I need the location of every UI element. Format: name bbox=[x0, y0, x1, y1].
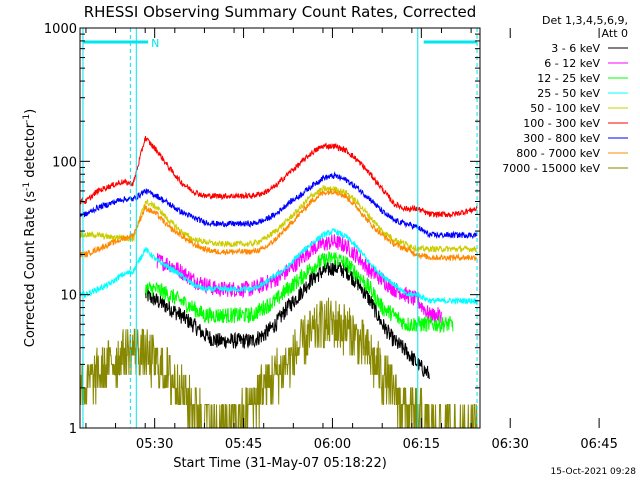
y-axis-label-sup: -1 bbox=[22, 114, 32, 123]
legend: Det 1,3,4,5,6,9,Att 03 - 6 keV 6 - 12 keV… bbox=[502, 14, 628, 175]
chart-title: RHESSI Observing Summary Count Rates, Co… bbox=[84, 3, 477, 21]
series-line bbox=[79, 135, 478, 219]
series-line bbox=[79, 171, 478, 240]
series-line bbox=[79, 227, 478, 305]
flag-layer: N bbox=[82, 28, 478, 428]
y-axis-label-part: detector bbox=[23, 122, 38, 182]
series-line bbox=[79, 189, 478, 262]
y-tick-label: 100 bbox=[52, 155, 77, 170]
x-axis-label: Start Time (31-May-07 05:18:22) bbox=[173, 456, 387, 471]
series-line bbox=[156, 234, 442, 325]
legend-label: 800 - 7000 keV bbox=[516, 147, 600, 160]
series-line bbox=[79, 297, 478, 429]
legend-label: 300 - 800 keV bbox=[523, 132, 600, 145]
legend-header: Det 1,3,4,5,6,9, bbox=[542, 14, 628, 27]
legend-label: 3 - 6 keV bbox=[551, 42, 600, 55]
y-axis-label-sup: -1 bbox=[22, 182, 32, 191]
x-tick-label: 06:30 bbox=[491, 437, 528, 452]
y-tick-label: 1000 bbox=[44, 22, 77, 37]
y-axis-label-part: ) bbox=[23, 109, 38, 114]
series-layer bbox=[79, 135, 478, 429]
x-tick-label: 05:30 bbox=[136, 437, 173, 452]
plot-frame bbox=[79, 27, 481, 429]
legend-label: 12 - 25 keV bbox=[537, 72, 600, 85]
legend-label: 7000 - 15000 keV bbox=[502, 162, 600, 175]
axes-layer: 1 10 100 1000 05:30 05:45 06:00 06:15 06:30 06:45 bbox=[44, 22, 618, 452]
series-line bbox=[79, 184, 478, 253]
x-tick-label: 06:45 bbox=[580, 437, 617, 452]
y-axis-label: Corrected Count Rate (s-1 detector-1) bbox=[22, 109, 38, 347]
y-axis-label-part: Corrected Count Rate (s bbox=[23, 191, 38, 348]
series-line bbox=[145, 260, 430, 380]
series-line bbox=[145, 250, 454, 334]
x-tick-label: 06:00 bbox=[314, 437, 351, 452]
legend-header: Att 0 bbox=[602, 27, 628, 40]
legend-label: 25 - 50 keV bbox=[537, 87, 600, 100]
legend-label: 100 - 300 keV bbox=[523, 117, 600, 130]
x-tick-label: 05:45 bbox=[225, 437, 262, 452]
legend-label: 50 - 100 keV bbox=[530, 102, 600, 115]
flag-label: N bbox=[151, 37, 159, 50]
y-tick-label: 10 bbox=[60, 289, 77, 304]
x-tick-label: 06:15 bbox=[403, 437, 440, 452]
y-tick-label: 1 bbox=[69, 422, 77, 437]
legend-label: 6 - 12 keV bbox=[544, 57, 600, 70]
timestamp: 15-Oct-2021 09:28 bbox=[551, 467, 637, 477]
